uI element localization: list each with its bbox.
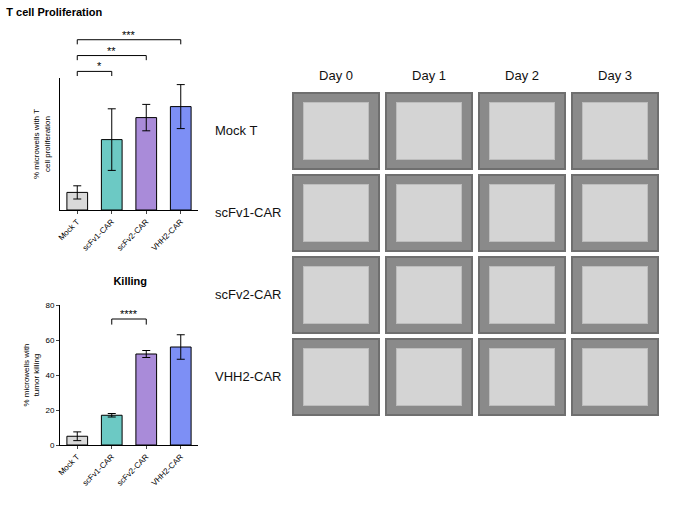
- svg-text:T cell Proliferation: T cell Proliferation: [6, 6, 102, 18]
- svg-text:****: ****: [120, 308, 138, 320]
- html-text:VHH2-CAR: VHH2-CAR: [215, 369, 282, 384]
- svg-text:scFv1-CAR: scFv1-CAR: [81, 452, 116, 487]
- html-text:Day 3: Day 3: [598, 68, 632, 83]
- svg-text:scFv2-CAR: scFv2-CAR: [115, 452, 150, 487]
- svg-text:Mock T: Mock T: [57, 217, 82, 242]
- svg-text:Killing: Killing: [113, 275, 147, 287]
- svg-text:VHH2-CAR: VHH2-CAR: [150, 452, 185, 487]
- svg-text:40: 40: [45, 371, 54, 380]
- svg-text:scFv1-CAR: scFv1-CAR: [81, 217, 116, 252]
- html-text:scFv2-CAR: scFv2-CAR: [215, 287, 282, 302]
- html-text:Day 1: Day 1: [412, 68, 446, 83]
- html-text:scFv1-CAR: scFv1-CAR: [215, 205, 282, 220]
- svg-text:*: *: [97, 60, 102, 72]
- html-text:Day 2: Day 2: [505, 68, 539, 83]
- html-text:Mock T: Mock T: [215, 123, 258, 138]
- svg-text:60: 60: [45, 336, 54, 345]
- svg-text:scFv2-CAR: scFv2-CAR: [115, 217, 150, 252]
- svg-text:80: 80: [45, 301, 54, 310]
- html-text:Day 0: Day 0: [319, 68, 353, 83]
- svg-text:Mock T: Mock T: [57, 452, 82, 477]
- svg-text:20: 20: [45, 406, 54, 415]
- svg-text:**: **: [107, 45, 116, 57]
- svg-text:VHH2-CAR: VHH2-CAR: [150, 217, 185, 252]
- svg-text:% microwells with Tcell prolif: % microwells with Tcell proliferation: [32, 109, 51, 179]
- svg-text:% microwells withtumor killing: % microwells withtumor killing: [22, 343, 41, 406]
- svg-text:***: ***: [122, 29, 136, 41]
- svg-text:0: 0: [50, 441, 55, 450]
